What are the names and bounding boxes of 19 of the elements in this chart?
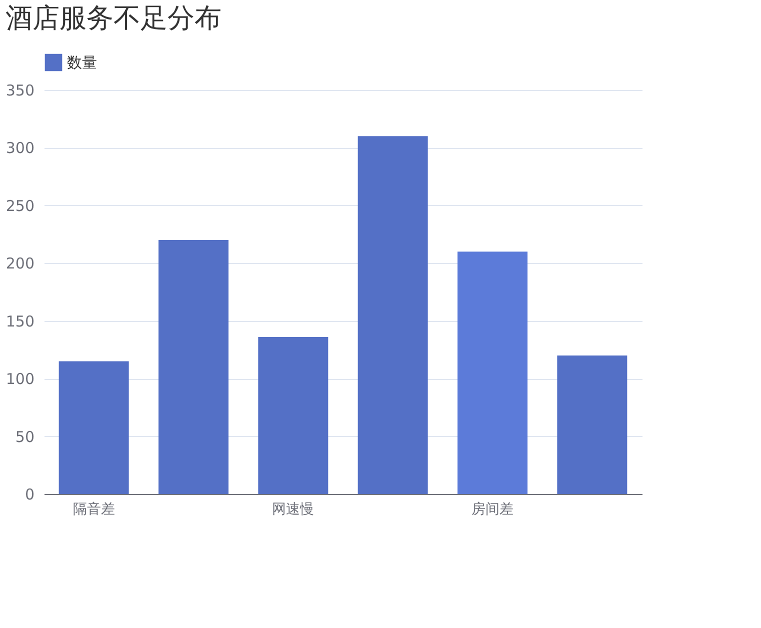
bar <box>158 240 228 494</box>
x-tick-label: 隔音差 <box>72 502 115 518</box>
x-tick-label: 网速慢 <box>272 502 314 518</box>
bar <box>358 136 428 494</box>
chart-title: 酒店服务不足分布 <box>5 3 222 34</box>
y-tick-label: 0 <box>24 486 34 504</box>
legend-label: 数量 <box>67 54 97 72</box>
y-tick-label: 300 <box>6 139 34 158</box>
bar <box>58 361 129 494</box>
y-tick-label: 100 <box>6 370 34 388</box>
y-tick-label: 200 <box>6 254 34 273</box>
y-tick-label: 350 <box>6 82 34 100</box>
x-tick-label: 房间差 <box>472 502 514 518</box>
y-tick-label: 50 <box>15 428 34 446</box>
y-tick-label: 150 <box>6 312 34 330</box>
bar <box>458 252 528 494</box>
bar <box>258 337 328 494</box>
bar <box>557 355 628 494</box>
y-tick-label: 250 <box>6 196 34 215</box>
